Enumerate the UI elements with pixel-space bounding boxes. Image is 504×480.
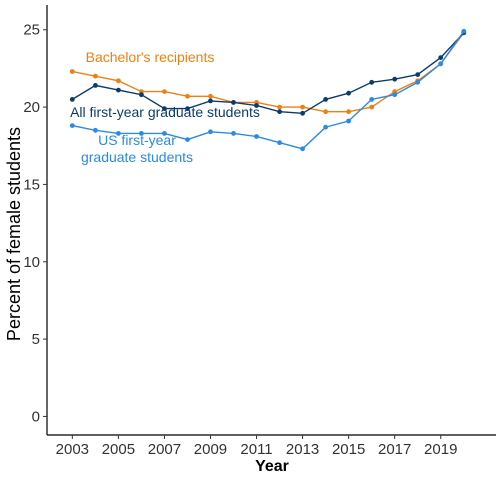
data-point: [69, 97, 75, 102]
data-point: [415, 72, 421, 77]
series-bachelors-recipients: [69, 30, 467, 115]
data-point: [208, 129, 213, 135]
y-tick-label: 0: [32, 408, 40, 425]
data-point: [231, 100, 236, 105]
series-all-first-year-graduate-students: [69, 30, 467, 116]
y-tick-label: 20: [23, 99, 40, 116]
series-label-all-first-year-graduate-students: All first-year graduate students: [70, 104, 260, 120]
data-point: [116, 87, 121, 93]
data-point: [346, 109, 351, 115]
series-label-us-first-year-graduate-students: US first-year graduate students: [81, 132, 193, 165]
series-line: [72, 30, 465, 150]
data-point: [93, 127, 98, 133]
x-tick-label: 2015: [332, 441, 365, 458]
series-line: [72, 32, 465, 113]
data-point: [392, 76, 398, 82]
data-point: [369, 104, 375, 110]
data-point: [369, 79, 375, 85]
y-tick-label: 5: [32, 331, 40, 348]
data-point: [116, 78, 121, 84]
y-tick-label: 10: [23, 254, 40, 271]
data-point: [300, 110, 305, 116]
data-point: [69, 123, 75, 128]
y-tick-label: 25: [23, 22, 40, 39]
x-tick-label: 2017: [378, 441, 411, 458]
data-point: [208, 93, 213, 99]
data-point: [162, 89, 167, 94]
y-tick-label: 15: [23, 176, 40, 193]
data-point: [277, 109, 282, 115]
data-point: [116, 131, 121, 136]
data-point: [323, 97, 328, 102]
x-tick-label: 2013: [286, 441, 319, 458]
series-lines: [69, 28, 467, 152]
data-point: [369, 97, 375, 102]
data-point: [415, 79, 421, 85]
data-point: [254, 134, 259, 139]
data-point: [208, 98, 213, 104]
series-labels: Bachelor's recipients All first-year grad…: [70, 49, 260, 165]
x-axis-title: Year: [255, 458, 289, 475]
x-tick-label: 2005: [102, 441, 135, 458]
x-tick-label: 2011: [240, 441, 272, 458]
data-point: [93, 73, 98, 79]
x-tick-label: 2009: [194, 441, 227, 458]
data-point: [69, 69, 75, 74]
data-point: [392, 92, 398, 98]
data-point: [323, 124, 328, 130]
data-point: [461, 28, 467, 34]
data-point: [300, 146, 305, 152]
x-tick-label: 2007: [148, 441, 181, 458]
data-point: [323, 109, 328, 115]
data-point: [185, 93, 190, 99]
data-point: [162, 131, 167, 136]
data-point: [231, 131, 236, 136]
data-point: [346, 118, 351, 124]
data-point: [438, 55, 444, 60]
x-tick-label: 2019: [424, 441, 457, 458]
data-point: [185, 106, 190, 111]
series-us-first-year-graduate-students: [69, 28, 467, 152]
data-point: [277, 140, 282, 146]
series-label-bachelors-recipients: Bachelor's recipients: [86, 49, 215, 65]
data-point: [277, 104, 282, 110]
data-point: [346, 90, 351, 96]
y-axis-title: Percent of female students: [4, 127, 24, 341]
x-tick-label: 2003: [56, 441, 89, 458]
data-point: [139, 92, 144, 98]
data-point: [300, 104, 305, 110]
data-point: [162, 106, 167, 111]
data-point: [93, 83, 98, 88]
data-point: [254, 103, 259, 108]
tick-labels: 0 5 10 15 20 25 2003 2005 2007 2009 2011 2013 2015 20…: [23, 22, 457, 458]
series-line: [71, 32, 465, 115]
data-point: [438, 61, 444, 67]
data-point: [185, 137, 190, 143]
data-point: [139, 131, 144, 136]
axes: [46, 5, 496, 436]
